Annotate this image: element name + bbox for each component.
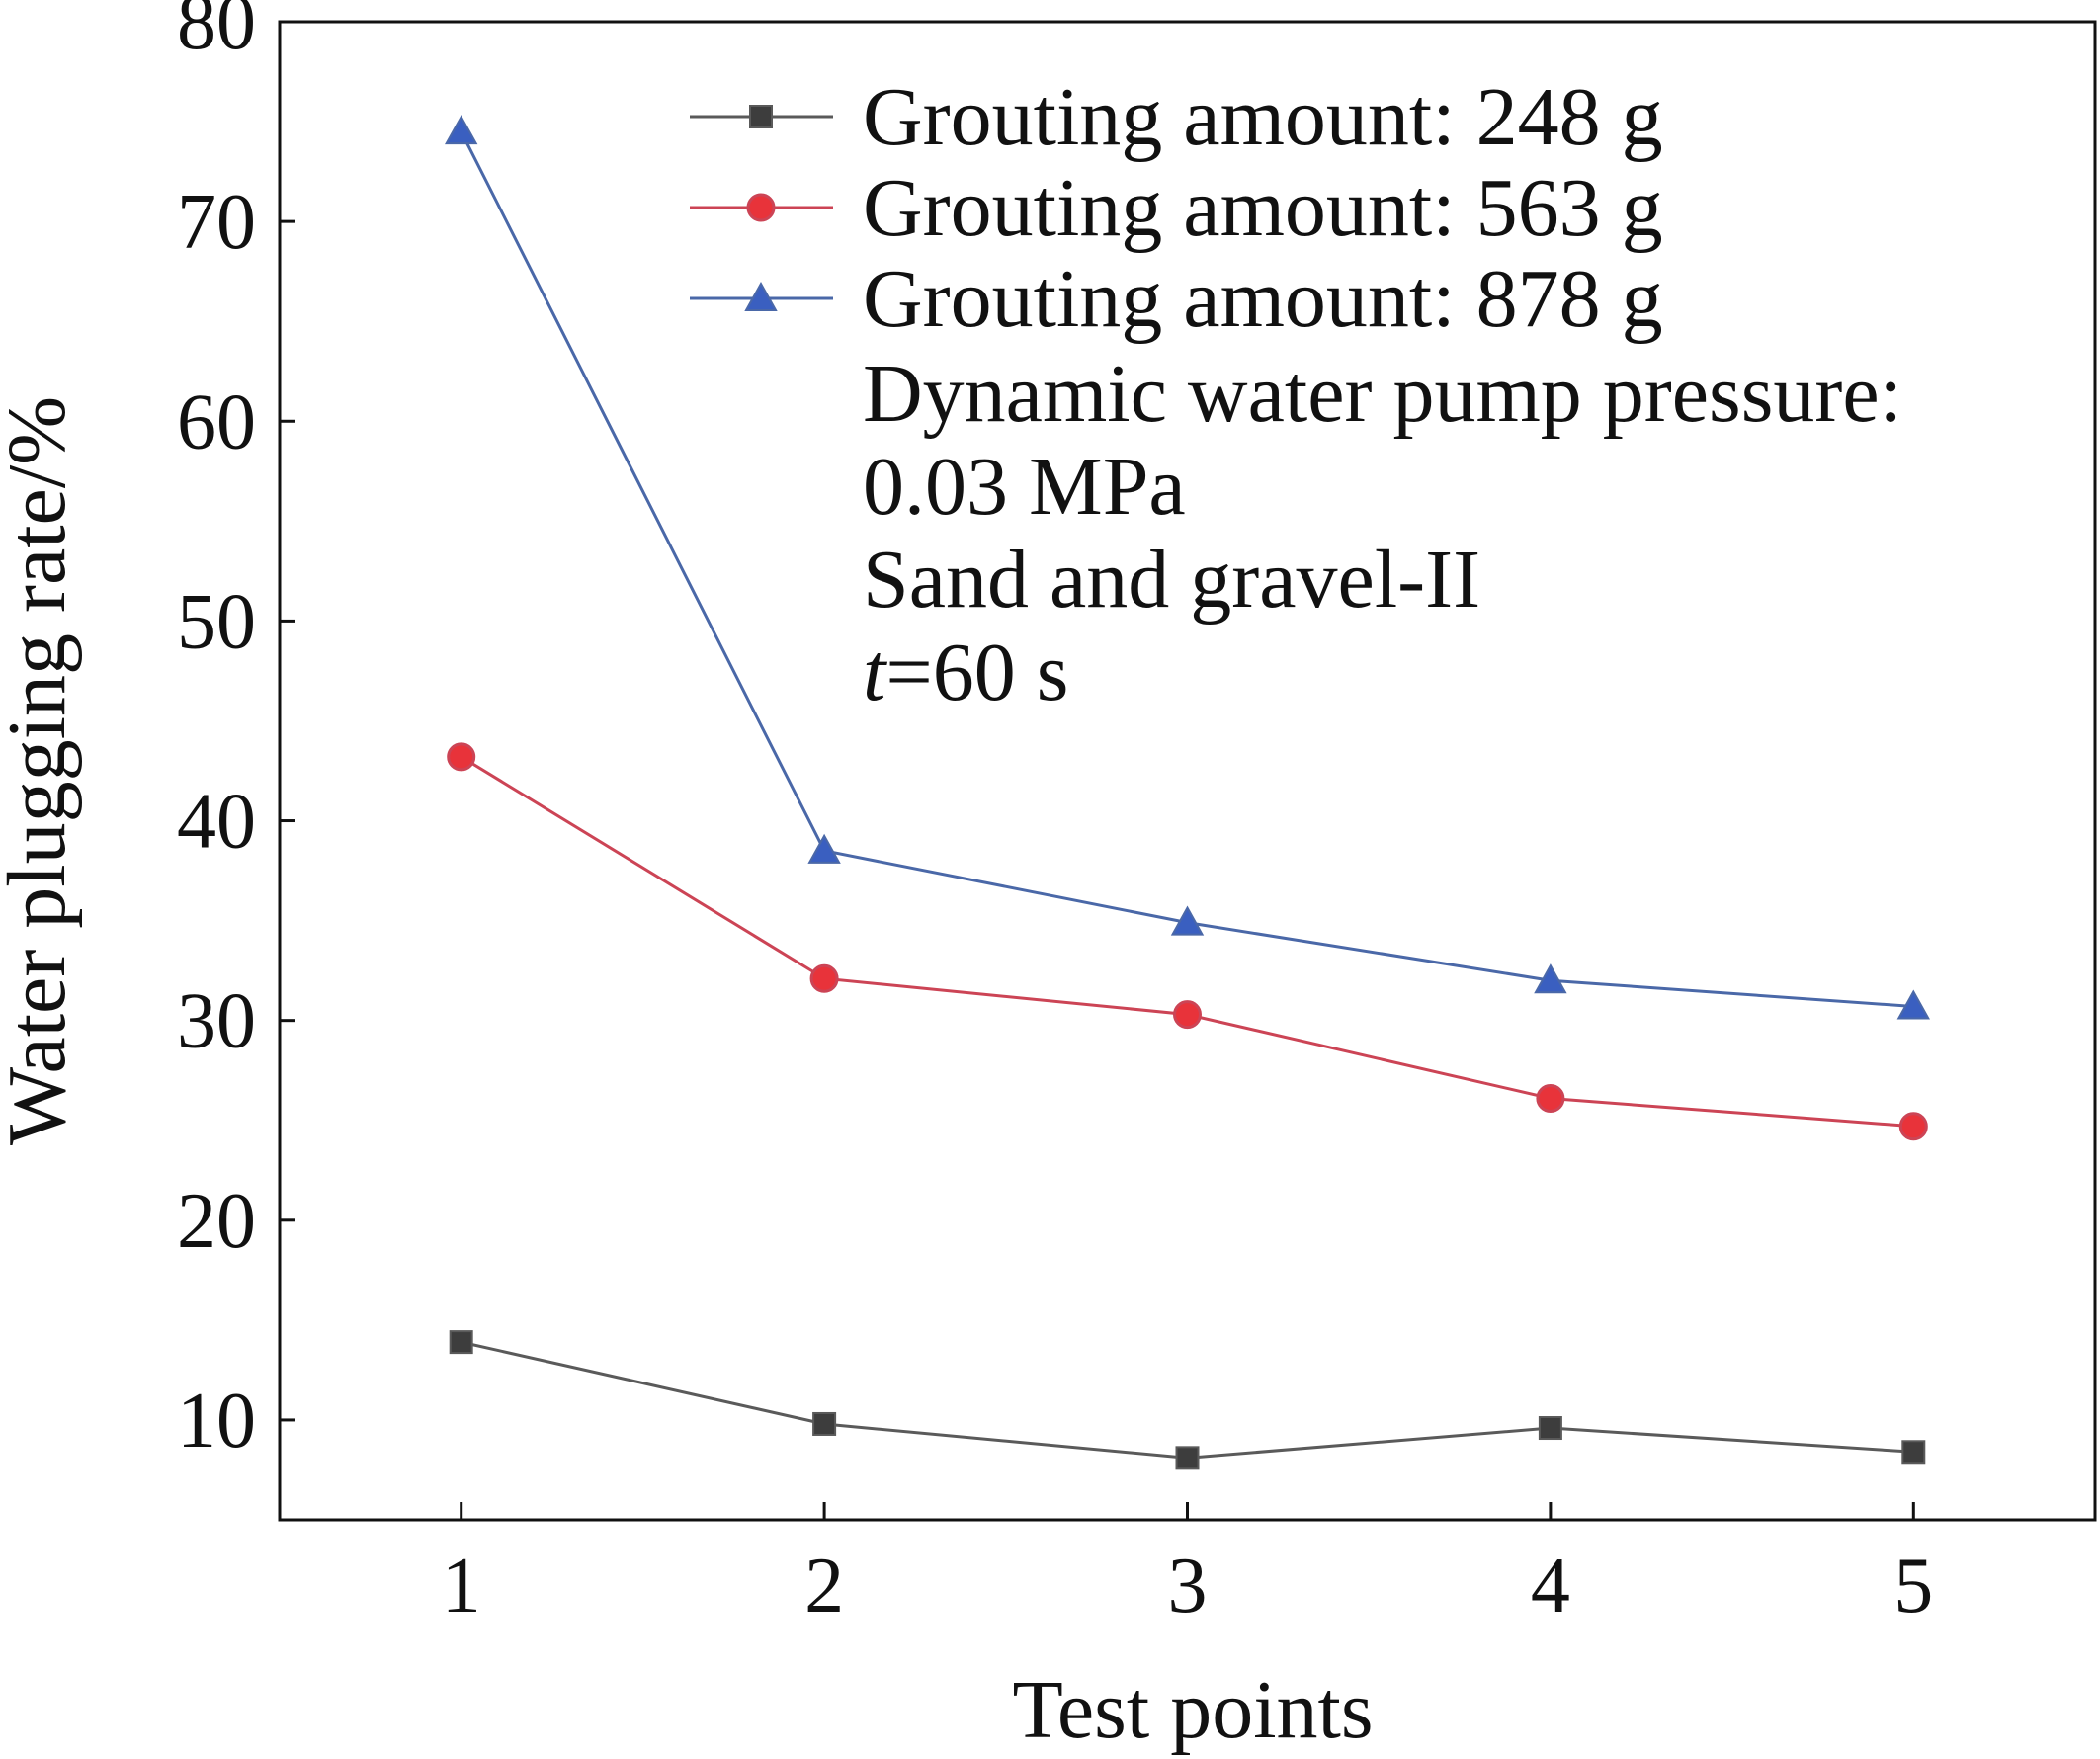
data-point — [1536, 1083, 1565, 1113]
data-point — [445, 115, 478, 145]
legend-marker — [744, 281, 778, 311]
legend-label: Grouting amount: 878 g — [863, 253, 1663, 345]
x-tick-label: 4 — [1531, 1543, 1570, 1630]
data-point — [809, 963, 839, 993]
y-tick-label: 40 — [177, 779, 256, 866]
time-annotation: t=60 s — [863, 627, 1068, 718]
data-point — [1534, 963, 1567, 994]
y-axis-title: Water plugging rate/% — [0, 396, 83, 1145]
time-value: =60 s — [885, 627, 1068, 718]
data-point — [1896, 989, 1930, 1020]
series-line — [461, 1340, 1914, 1460]
annotation-line: Sand and gravel-II — [863, 534, 1480, 626]
x-tick-label: 3 — [1168, 1543, 1208, 1630]
x-tick-label: 5 — [1893, 1543, 1933, 1630]
x-tick-label: 1 — [442, 1543, 481, 1630]
legend-marker — [749, 105, 773, 128]
x-axis-ticks: 1 2 3 4 5 — [442, 1502, 1933, 1630]
annotation-line: 0.03 MPa — [863, 441, 1186, 533]
legend-label: Grouting amount: 563 g — [863, 162, 1663, 254]
data-point — [1901, 1440, 1926, 1465]
y-axis-ticks: 10 20 30 40 50 60 70 80 — [177, 0, 295, 1465]
y-tick-label: 80 — [177, 0, 256, 66]
series-line — [460, 755, 1914, 1129]
data-point — [1173, 1000, 1202, 1030]
data-point — [812, 1411, 837, 1436]
data-point — [1170, 905, 1205, 936]
y-tick-label: 50 — [177, 578, 256, 665]
annotations: Dynamic water pump pressure:0.03 MPaSand… — [863, 348, 1902, 718]
series-layer — [445, 115, 1930, 1470]
data-point — [1898, 1112, 1928, 1141]
data-point — [1538, 1416, 1562, 1441]
series-2 — [447, 742, 1928, 1141]
y-tick-label: 30 — [177, 978, 256, 1065]
legend-label: Grouting amount: 248 g — [863, 71, 1663, 163]
x-axis-title: Test points — [1012, 1664, 1373, 1756]
time-variable: t — [863, 627, 888, 718]
series-1 — [449, 1330, 1926, 1470]
legend-marker — [746, 193, 776, 222]
y-tick-label: 20 — [177, 1178, 256, 1265]
series-3 — [445, 115, 1930, 1020]
annotation-line: Dynamic water pump pressure: — [863, 348, 1902, 440]
y-tick-label: 70 — [177, 179, 256, 266]
data-point — [447, 742, 476, 772]
y-tick-label: 10 — [177, 1378, 256, 1465]
data-point — [449, 1330, 473, 1355]
x-tick-label: 2 — [804, 1543, 844, 1630]
data-point — [807, 833, 841, 864]
data-point — [1175, 1446, 1200, 1470]
y-tick-label: 60 — [177, 378, 256, 465]
